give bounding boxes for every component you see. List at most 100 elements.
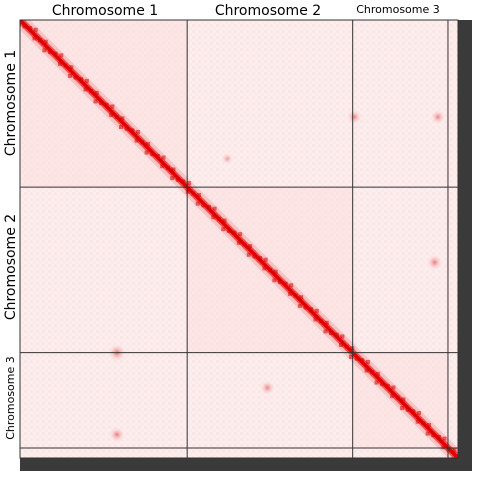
diagonal-speckle [83, 87, 88, 92]
diagonal-speckle [421, 421, 426, 426]
diagonal-speckle [364, 368, 369, 373]
diagonal-speckle [221, 227, 226, 232]
matrix-border [19, 19, 459, 459]
diagonal-speckle [297, 303, 302, 308]
diagonal-speckle [206, 204, 211, 209]
diagonal-speckle [340, 334, 345, 339]
diagonal-speckle [248, 244, 253, 249]
diagonal-speckle [144, 150, 149, 155]
diagonal-speckle [53, 51, 58, 56]
diagonal-speckle [360, 358, 365, 363]
diagonal-speckle [309, 307, 314, 312]
diagonal-speckle [293, 293, 298, 298]
diagonal-speckle [161, 155, 166, 160]
diagonal-speckle [236, 240, 241, 245]
diagonal-speckle [59, 53, 64, 58]
frame-shadow-bottom [20, 458, 472, 471]
diagonal-speckle [334, 332, 339, 337]
diagonal-speckle [299, 295, 304, 300]
diagonal-speckle [57, 61, 62, 66]
diagonal-speckle [446, 446, 451, 451]
contact-spot-2 [108, 426, 126, 444]
diagonal-speckle [216, 216, 221, 221]
diagonal-speckle [258, 256, 263, 261]
diagonal-speckle [191, 191, 196, 196]
diagonal-speckle [238, 232, 243, 237]
diagonal-speckle [339, 343, 344, 348]
diagonal-speckle [114, 114, 119, 119]
diagonal-speckle [109, 113, 114, 118]
top-label-chromosome-3: Chromosome 3 [356, 3, 440, 16]
diagonal-speckle [431, 433, 436, 438]
chromosome-boundaries [20, 20, 458, 458]
inter-contact-spots [107, 108, 446, 444]
diagonal-speckle [130, 128, 135, 133]
diagonal-speckle [170, 176, 175, 181]
diagonal-speckle [319, 319, 324, 324]
diagonal-speckle [135, 129, 140, 134]
diagonal-speckle [441, 445, 446, 450]
diagonal-speckle [400, 406, 405, 411]
side-label-chromosome-1: Chromosome 1 [3, 50, 19, 156]
diagonal-speckle [374, 380, 379, 385]
diagonal-speckle [165, 165, 170, 170]
diagonal-speckle [313, 317, 318, 322]
top-label-chromosome-2: Chromosome 2 [215, 3, 321, 19]
diagonal-speckle [33, 27, 38, 32]
diagonal-speckle [425, 431, 430, 436]
diagonal-speckle [344, 344, 349, 349]
diagonal-speckle [155, 153, 160, 158]
diagonal-speckle [222, 218, 227, 223]
diagonal-speckle [63, 63, 68, 68]
diagonal-speckle [195, 201, 200, 206]
diagonal-speckle [43, 39, 48, 44]
contact-spot-6 [429, 108, 446, 125]
diagonal-speckle [197, 193, 202, 198]
diagonal-speckle [84, 78, 89, 83]
diagonal-speckle [277, 279, 282, 284]
side-label-chromosome-3: Chromosome 3 [4, 356, 17, 440]
diagonal-speckle [28, 26, 33, 31]
diagonal-speckle [287, 291, 292, 296]
diagonal-speckle [226, 228, 231, 233]
diagonal-speckle [314, 308, 319, 313]
diagonal-speckle [94, 90, 99, 95]
diagonal-speckle [134, 138, 139, 143]
diagonal-speckle [32, 36, 37, 41]
diagonal-speckle [160, 164, 165, 169]
diagonal-speckle [411, 409, 416, 414]
diagonal-speckle [171, 167, 176, 172]
diagonal-core-1 [20, 20, 189, 189]
diagonal-speckle [289, 283, 294, 288]
diagonal-speckle [252, 254, 257, 259]
diagonal-speckle [201, 203, 206, 208]
diagonal-speckle [329, 331, 334, 336]
diagonal-speckle [99, 101, 104, 106]
diagonal-speckle [370, 370, 375, 375]
diagonal-speckle [119, 125, 124, 130]
diagonal-speckle [417, 411, 422, 416]
diagonal-speckle [268, 268, 273, 273]
diagonal-speckle [323, 329, 328, 334]
contact-spot-4 [346, 108, 363, 125]
diagonal-speckle [385, 383, 390, 388]
diagonal-speckle [303, 305, 308, 310]
diagonal-speckle [67, 73, 72, 78]
diagonal-speckle [426, 422, 431, 427]
diagonal-speckle [348, 354, 353, 359]
diagonal-speckle [175, 177, 180, 182]
diagonal-speckle [263, 257, 268, 262]
diagonal-speckle [242, 242, 247, 247]
diagonal-speckle [452, 448, 457, 453]
diagonal-speckle [324, 320, 329, 325]
diagonal-speckle [273, 269, 278, 274]
diagonal-speckle [401, 397, 406, 402]
diagonal-speckle [69, 65, 74, 70]
diagonal-speckle [187, 181, 192, 186]
frame-shadow-right [458, 20, 472, 471]
diagonal-speckle [405, 407, 410, 412]
diagonal-speckle [93, 99, 98, 104]
diagonal-speckle [354, 356, 359, 361]
diagonal-speckle [150, 152, 155, 157]
